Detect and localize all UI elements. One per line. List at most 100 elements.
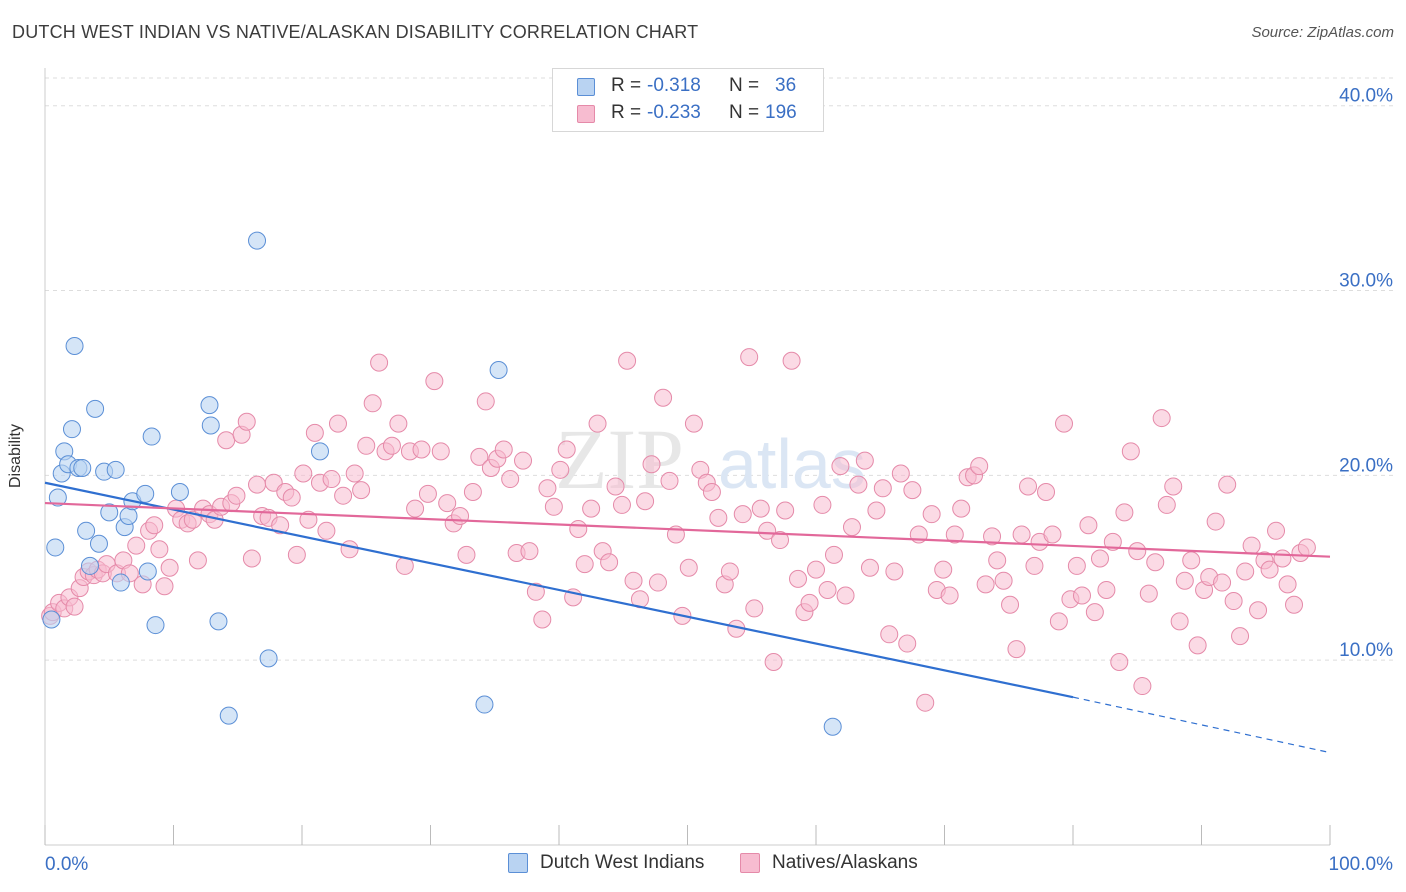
native-point: [470, 447, 489, 466]
native-point: [824, 545, 843, 564]
native-point: [983, 527, 1002, 546]
native-point: [1128, 542, 1147, 561]
native-point: [764, 653, 783, 672]
stats-row-dutch: R = -0.318 N = 36: [553, 75, 823, 101]
dutch-swatch-icon: [577, 78, 595, 96]
native-point: [588, 414, 607, 433]
dutch-point: [106, 460, 125, 479]
native-point: [1218, 475, 1237, 494]
legend-dutch-swatch-icon: [508, 853, 528, 873]
native-point: [431, 442, 450, 461]
dutch-point: [200, 396, 219, 415]
dutch-point: [111, 573, 130, 592]
native-point: [1079, 516, 1098, 535]
native-point: [145, 516, 164, 535]
native-point: [389, 414, 408, 433]
dutch-point: [77, 521, 96, 540]
native-point: [1055, 414, 1074, 433]
dutch-point: [100, 503, 119, 522]
dutch-point: [42, 610, 61, 629]
native-point: [1260, 560, 1279, 579]
dutch-trend-line: [44, 481, 1074, 699]
legend-native-label: Natives/Alaskans: [772, 852, 918, 873]
native-point: [903, 481, 922, 500]
native-point: [1157, 495, 1176, 514]
native-point: [227, 486, 246, 505]
dutch-point: [65, 336, 84, 355]
native-point: [476, 392, 495, 411]
native-point: [836, 586, 855, 605]
native-point: [916, 693, 935, 712]
native-point: [807, 560, 825, 579]
native-r-value: -0.233: [647, 102, 701, 123]
native-point: [160, 558, 179, 577]
native-point: [988, 551, 1007, 570]
dutch-point: [138, 562, 157, 581]
native-point: [65, 597, 84, 616]
native-point: [873, 479, 892, 498]
native-point: [425, 372, 444, 391]
native-point: [660, 471, 679, 490]
dutch-point: [310, 442, 329, 461]
native-point: [357, 436, 376, 455]
native-point: [406, 499, 425, 518]
legend-dutch-label: Dutch West Indians: [540, 852, 705, 873]
native-point: [952, 499, 971, 518]
native-point: [494, 440, 513, 459]
native-point: [237, 412, 256, 431]
native-point: [1273, 549, 1292, 568]
native-point: [1182, 551, 1201, 570]
native-point: [1037, 482, 1056, 501]
native-point: [1249, 601, 1268, 620]
y-tick-label: 20.0%: [1339, 455, 1393, 476]
native-point: [248, 475, 267, 494]
native-point: [1085, 603, 1104, 622]
native-n-label: N =: [729, 102, 760, 123]
native-point: [271, 516, 290, 535]
dutch-point: [146, 616, 165, 635]
native-point: [334, 486, 353, 505]
native-point: [1103, 532, 1122, 551]
native-n-value: 196: [765, 102, 797, 123]
stats-box: R = -0.318 N = 36 R = -0.233 N = 196: [552, 68, 824, 132]
native-point: [345, 464, 364, 483]
dutch-point: [48, 488, 67, 507]
native-point: [1043, 525, 1062, 544]
native-point: [1133, 677, 1152, 696]
native-point: [709, 508, 728, 527]
native-point: [1097, 580, 1116, 599]
dutch-point: [248, 231, 267, 250]
native-point: [642, 455, 661, 474]
native-point: [463, 482, 482, 501]
dutch-point: [89, 534, 108, 553]
native-point: [1278, 575, 1297, 594]
native-point: [382, 436, 401, 455]
native-point: [934, 560, 953, 579]
native-point: [654, 388, 673, 407]
native-point: [457, 545, 476, 564]
dutch-point: [489, 361, 508, 380]
native-point: [569, 519, 588, 538]
gridlines: [45, 77, 1395, 661]
native-point: [1067, 556, 1086, 575]
legend-native-swatch-icon: [740, 853, 760, 873]
native-point: [317, 521, 336, 540]
native-point: [842, 518, 861, 537]
native-point: [679, 558, 698, 577]
native-point: [818, 580, 837, 599]
dutch-n-label: N =: [729, 75, 760, 96]
native-point: [1164, 477, 1183, 496]
native-point: [1175, 571, 1194, 590]
native-point: [684, 414, 703, 433]
dutch-point: [80, 556, 99, 575]
native-point: [970, 457, 989, 476]
y-tick-label: 30.0%: [1339, 271, 1393, 292]
native-point: [1146, 553, 1165, 572]
native-point: [418, 484, 437, 503]
native-point: [1025, 556, 1044, 575]
native-point: [898, 634, 917, 653]
native-point: [922, 505, 941, 524]
native-point: [1001, 595, 1020, 614]
native-r-label: R =: [611, 102, 642, 123]
